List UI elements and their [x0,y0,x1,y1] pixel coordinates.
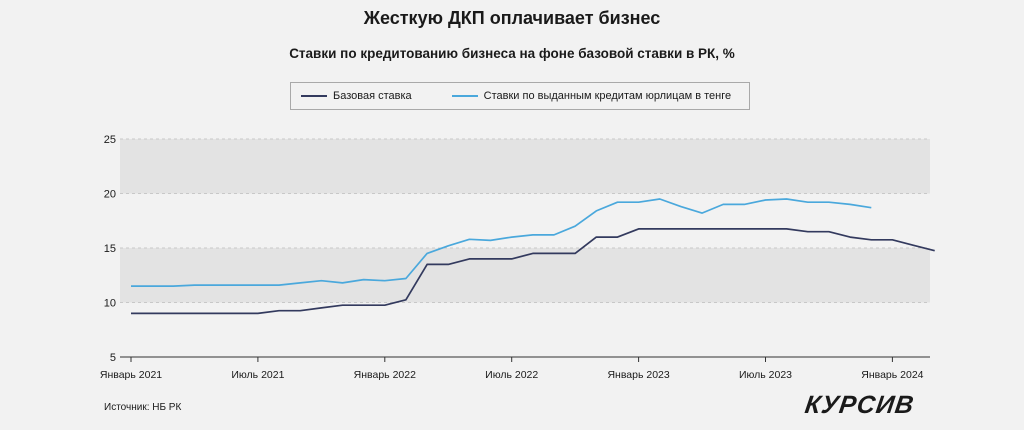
y-tick-label: 10 [104,298,116,310]
legend-item-loan-rate: Ставки по выданным кредитам юрлицам в те… [451,90,732,102]
legend-swatch-loan-rate [451,95,478,97]
y-tick-label: 20 [104,189,116,201]
grid-band [120,248,930,303]
y-tick-label: 5 [110,352,116,364]
series-line-base-rate [131,228,935,315]
series-line-loan-rate [131,198,872,287]
source-note: Источник: НБ РК [104,402,182,413]
brand-logo: КУРСИВ [803,391,917,419]
x-tick-label: Январь 2021 [100,369,162,381]
x-tick-label: Июль 2023 [739,369,792,381]
y-tick-label: 15 [104,243,116,255]
x-tick-label: Январь 2024 [861,369,923,381]
legend-label-base-rate: Базовая ставка [333,90,412,102]
grid-band [120,139,930,194]
x-tick-label: Январь 2023 [607,369,669,381]
x-tick-label: Июль 2022 [485,369,538,381]
chart-subtitle: Ставки по кредитованию бизнеса на фоне б… [289,46,735,61]
legend-label-loan-rate: Ставки по выданным кредитам юрлицам в те… [483,90,732,102]
legend-item-base-rate: Базовая ставка [301,90,412,102]
x-tick-label: Июль 2021 [231,369,284,381]
y-tick-label: 25 [104,134,116,146]
x-tick-label: Январь 2022 [354,369,416,381]
legend: Базовая ставка Ставки по выданным кредит… [290,82,750,110]
chart-title: Жесткую ДКП оплачивает бизнес [363,8,661,28]
legend-swatch-base-rate [301,95,327,97]
